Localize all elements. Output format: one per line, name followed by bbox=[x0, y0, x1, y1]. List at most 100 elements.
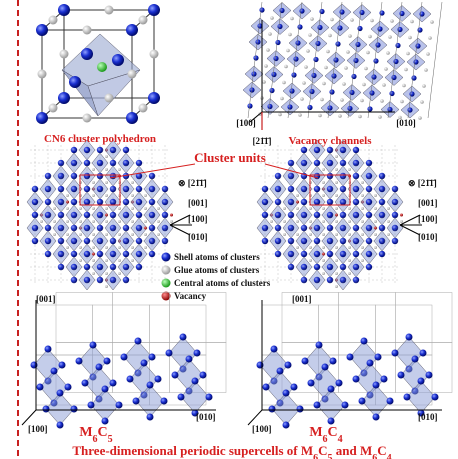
atom bbox=[157, 233, 160, 236]
atom bbox=[161, 224, 169, 232]
atom bbox=[313, 401, 321, 409]
atom bbox=[417, 377, 425, 385]
atom bbox=[92, 252, 95, 256]
atom bbox=[348, 246, 351, 249]
atom bbox=[349, 89, 355, 96]
atom bbox=[344, 66, 348, 70]
atom bbox=[291, 72, 297, 78]
atom bbox=[322, 220, 325, 223]
atom bbox=[358, 114, 362, 119]
atom bbox=[268, 32, 272, 36]
atom bbox=[95, 363, 103, 371]
atom bbox=[296, 246, 299, 249]
atom bbox=[44, 345, 52, 353]
atom bbox=[387, 220, 390, 223]
atom bbox=[342, 82, 346, 86]
atom bbox=[283, 233, 286, 236]
atom bbox=[359, 9, 365, 16]
atom bbox=[283, 207, 286, 210]
atom bbox=[144, 246, 147, 249]
atom bbox=[251, 71, 257, 77]
atom bbox=[105, 194, 108, 197]
atom bbox=[247, 103, 253, 109]
atom bbox=[361, 207, 364, 210]
atom bbox=[386, 397, 394, 405]
axis-label: [100] bbox=[188, 214, 208, 224]
atom bbox=[346, 50, 350, 54]
atom bbox=[384, 67, 388, 71]
atom bbox=[335, 246, 338, 249]
atom bbox=[138, 15, 148, 25]
atom bbox=[118, 272, 121, 275]
atom bbox=[374, 220, 377, 223]
atom bbox=[92, 220, 95, 223]
bond bbox=[249, 111, 263, 123]
atom bbox=[352, 375, 360, 383]
atom bbox=[58, 4, 70, 16]
atom bbox=[92, 194, 95, 197]
atom bbox=[353, 57, 359, 64]
atom bbox=[361, 194, 364, 197]
atom bbox=[118, 220, 121, 223]
atom bbox=[380, 99, 384, 103]
atom bbox=[277, 23, 283, 30]
atom bbox=[118, 168, 121, 171]
caption: Vacancy channels bbox=[288, 135, 372, 147]
atom bbox=[361, 181, 364, 184]
cell bbox=[261, 304, 319, 356]
atom bbox=[335, 272, 338, 275]
atom bbox=[374, 353, 382, 361]
atom bbox=[161, 265, 171, 275]
atom bbox=[161, 278, 171, 288]
atom bbox=[131, 194, 134, 197]
atom bbox=[177, 393, 185, 401]
axis-label: ⊗ [21̄1̄] bbox=[178, 178, 207, 188]
text-part: 4 bbox=[387, 453, 392, 459]
atom bbox=[126, 24, 138, 36]
bond bbox=[247, 1, 263, 119]
atom bbox=[282, 389, 290, 397]
atom bbox=[295, 40, 301, 46]
atom bbox=[79, 233, 82, 236]
bond bbox=[264, 163, 319, 179]
polyhedron bbox=[87, 69, 141, 117]
atom bbox=[66, 194, 69, 197]
atom bbox=[283, 220, 286, 223]
atom bbox=[105, 246, 108, 249]
atom bbox=[118, 233, 121, 236]
formula: M6C4 bbox=[309, 425, 342, 445]
atom bbox=[330, 17, 334, 22]
atom bbox=[346, 353, 354, 361]
atom bbox=[127, 69, 137, 79]
atom bbox=[105, 168, 108, 171]
axis-label: [010] bbox=[418, 412, 438, 422]
atom bbox=[411, 355, 419, 363]
atom bbox=[300, 97, 304, 101]
atom bbox=[105, 285, 108, 288]
atom bbox=[104, 93, 114, 103]
atom bbox=[296, 233, 299, 236]
atom bbox=[372, 413, 380, 421]
atom bbox=[105, 207, 108, 210]
atom bbox=[92, 233, 95, 236]
atom bbox=[289, 88, 295, 94]
atom bbox=[105, 233, 108, 236]
atom bbox=[393, 58, 399, 65]
atom bbox=[420, 100, 424, 104]
atom bbox=[131, 246, 134, 249]
text-part: 6 bbox=[93, 434, 98, 445]
text-part: M bbox=[309, 425, 322, 440]
atom bbox=[144, 233, 147, 236]
atom bbox=[282, 421, 290, 429]
atom bbox=[355, 41, 361, 48]
bond bbox=[169, 214, 191, 226]
atom bbox=[161, 291, 171, 301]
atom bbox=[299, 8, 305, 14]
atom bbox=[66, 233, 69, 236]
atom bbox=[413, 59, 419, 65]
cell bbox=[55, 292, 113, 343]
caption: Three-dimensional periodic supercells of… bbox=[72, 443, 391, 459]
atom bbox=[379, 10, 385, 16]
axis-label: [001] bbox=[418, 198, 438, 208]
